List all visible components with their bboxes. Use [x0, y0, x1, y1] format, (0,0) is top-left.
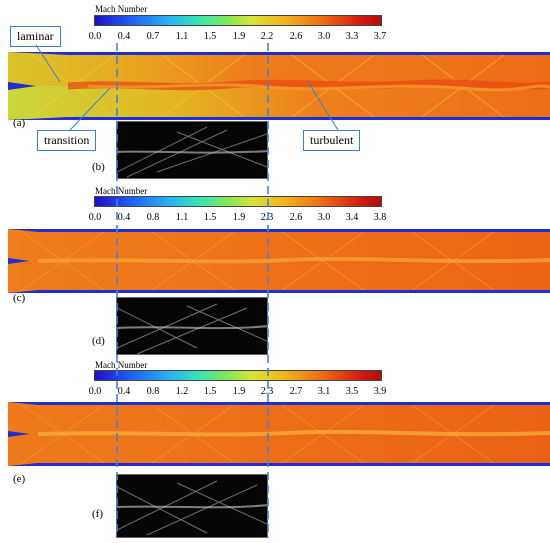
colorbar-3-tick: 0.8	[146, 386, 160, 397]
colorbar-1-tick: 1.5	[203, 31, 217, 42]
colorbar-3-title: Mach Number	[95, 360, 148, 370]
turbulent-callout: turbulent	[303, 130, 361, 151]
colorbar-1-tick: 0.0	[88, 31, 102, 42]
colorbar-2-tick: 1.1	[175, 212, 189, 223]
colorbar-3-tick: 3.9	[373, 386, 387, 397]
colorbar-2-tick: 2.6	[289, 212, 303, 223]
colorbar-2-tick: 3.8	[373, 212, 387, 223]
colorbar-1-ticks: 0.0 0.4 0.7 1.1 1.5 1.9 2.2 2.6 3.0 3.3 …	[0, 31, 550, 45]
colorbar-3-tick: 2.3	[260, 386, 274, 397]
colorbar-2-tick: 3.4	[345, 212, 359, 223]
colorbar-2-tick: 3.0	[317, 212, 331, 223]
colorbar-3-tick: 1.5	[203, 386, 217, 397]
transition-callout: transition	[37, 130, 97, 151]
mach-field-c	[8, 229, 550, 293]
colorbar-2-ticks: 0.0 0.4 0.8 1.1 1.5 1.9 2.3 2.6 3.0 3.4 …	[0, 212, 550, 226]
colorbar-2-title: Mach Number	[95, 186, 148, 196]
colorbar-1-tick: 2.6	[289, 31, 303, 42]
colorbar-2-tick: 0.0	[88, 212, 102, 223]
colorbar-2	[94, 196, 382, 207]
colorbar-2-tick: 1.5	[203, 212, 217, 223]
colorbar-3-tick: 0.4	[117, 386, 131, 397]
colorbar-1-title: Mach Number	[95, 4, 148, 14]
schlieren-image-f	[116, 474, 268, 538]
colorbar-1-tick: 3.3	[345, 31, 359, 42]
colorbar-1-tick: 1.9	[232, 31, 246, 42]
colorbar-2-tick: 0.4	[117, 212, 131, 223]
panel-label-f: (f)	[92, 508, 103, 520]
colorbar-3-tick: 3.5	[345, 386, 359, 397]
colorbar-1	[94, 15, 382, 26]
colorbar-3	[94, 370, 382, 381]
schlieren-image-d	[116, 297, 268, 355]
colorbar-1-tick: 2.2	[260, 31, 274, 42]
colorbar-1-tick: 0.7	[146, 31, 160, 42]
mach-field-a	[8, 52, 550, 120]
panel-label-c: (c)	[13, 292, 26, 304]
colorbar-3-tick: 1.2	[175, 386, 189, 397]
panel-label-e: (e)	[13, 473, 26, 485]
schlieren-image-b	[116, 121, 268, 179]
laminar-callout: laminar	[10, 26, 61, 47]
panel-label-a: (a)	[13, 117, 26, 129]
colorbar-1-tick: 3.0	[317, 31, 331, 42]
colorbar-3-tick: 1.9	[232, 386, 246, 397]
mach-field-e	[8, 402, 550, 466]
colorbar-3-tick: 2.7	[289, 386, 303, 397]
colorbar-2-tick: 0.8	[146, 212, 160, 223]
colorbar-1-tick: 1.1	[175, 31, 189, 42]
colorbar-2-tick: 2.3	[260, 212, 274, 223]
colorbar-2-tick: 1.9	[232, 212, 246, 223]
colorbar-3-ticks: 0.0 0.4 0.8 1.2 1.5 1.9 2.3 2.7 3.1 3.5 …	[0, 386, 550, 400]
colorbar-1-tick: 0.4	[117, 31, 131, 42]
colorbar-3-tick: 0.0	[88, 386, 102, 397]
panel-label-d: (d)	[92, 335, 105, 347]
colorbar-3-tick: 3.1	[317, 386, 331, 397]
colorbar-1-tick: 3.7	[373, 31, 387, 42]
panel-label-b: (b)	[92, 161, 105, 173]
